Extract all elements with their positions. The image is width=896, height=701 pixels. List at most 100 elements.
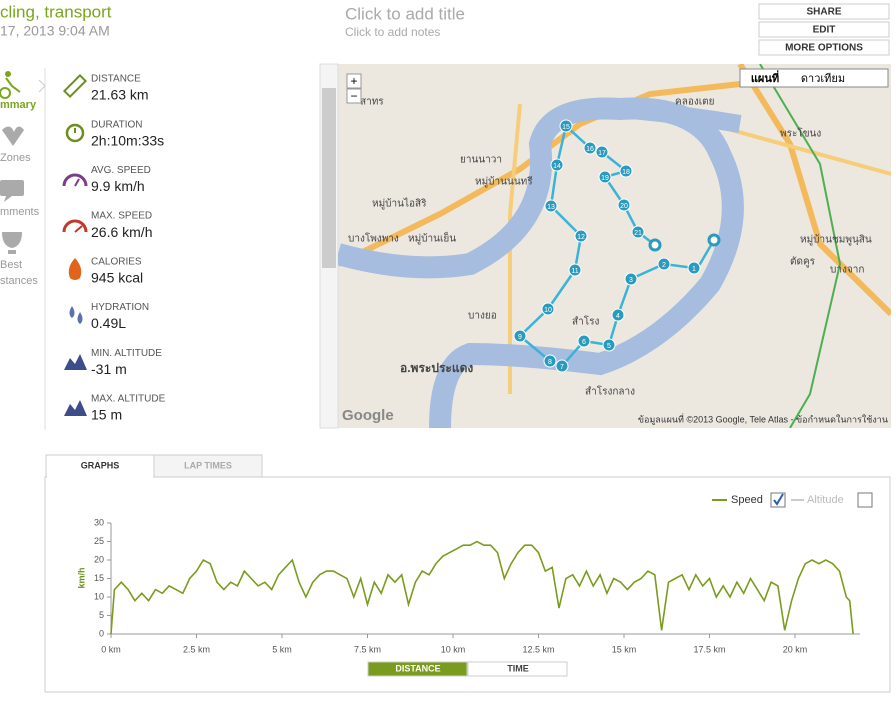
zoom-button[interactable]: [346, 88, 362, 104]
header-button[interactable]: [758, 21, 890, 38]
route-marker[interactable]: [687, 261, 701, 275]
route-marker[interactable]: [541, 302, 555, 316]
zoom-label[interactable]: +: [350, 74, 357, 88]
map-logo: Google: [342, 407, 394, 424]
map-place-label: บางยอ: [468, 311, 497, 322]
legend-label: Speed: [731, 494, 763, 506]
header-button-label[interactable]: MORE OPTIONS: [785, 43, 863, 54]
zoom-button[interactable]: [346, 73, 362, 89]
y-axis-label: km/h: [76, 567, 86, 588]
route-marker-label: 6: [582, 339, 586, 346]
map-type-button[interactable]: ดาวเทียม: [801, 72, 845, 85]
route-marker-label: 5: [607, 343, 611, 350]
axis-toggle[interactable]: [467, 661, 568, 677]
route-marker[interactable]: [611, 308, 625, 322]
route-marker-label: 16: [586, 146, 594, 153]
checkmark[interactable]: [773, 493, 784, 506]
map-type-button[interactable]: แผนที่: [751, 70, 779, 85]
nav-label[interactable]: Zones: [0, 152, 31, 164]
divider-arrow: [38, 79, 46, 93]
route-endpoint: [648, 238, 662, 252]
header-button[interactable]: [758, 3, 890, 20]
map-place-label: พระโขนง: [780, 127, 821, 140]
map-place-label: อ.พระประแดง: [400, 361, 473, 375]
route-marker[interactable]: [619, 164, 633, 178]
rail: [759, 64, 842, 428]
nav-label[interactable]: stances: [0, 275, 38, 287]
route-marker[interactable]: [631, 225, 645, 239]
map-type-box: [739, 68, 889, 88]
legend-checkbox[interactable]: [857, 492, 873, 508]
map-scroll-thumb[interactable]: [322, 88, 336, 268]
route-marker[interactable]: [657, 257, 671, 271]
route-marker-label: 15: [562, 124, 570, 131]
map-place-label: ยานนาวา: [460, 155, 502, 166]
route-marker[interactable]: [583, 141, 597, 155]
map-place-label: ตัดคูร: [790, 257, 816, 268]
route-marker[interactable]: [513, 329, 527, 343]
route-marker[interactable]: [559, 119, 573, 133]
route-marker[interactable]: [617, 198, 631, 212]
route-marker-label: 11: [571, 268, 578, 275]
header-button[interactable]: [758, 39, 890, 56]
river: [338, 97, 744, 428]
nav-label[interactable]: mmary: [0, 99, 37, 111]
x-tick-label: 2.5 km: [183, 644, 210, 654]
x-tick-label: 7.5 km: [354, 644, 381, 654]
header-button-label[interactable]: SHARE: [806, 7, 841, 18]
map-place-label: สำโรงกลาง: [585, 385, 635, 398]
route-marker[interactable]: [574, 229, 588, 243]
river: [619, 100, 742, 133]
road: [508, 103, 522, 394]
y-tick-label: 5: [99, 610, 104, 620]
route-marker[interactable]: [577, 334, 591, 348]
graph-tab-label[interactable]: LAP TIMES: [184, 460, 232, 470]
add-notes[interactable]: Click to add notes: [345, 25, 440, 39]
route-marker[interactable]: [550, 158, 564, 172]
road: [709, 122, 891, 176]
x-tick-label: 20 km: [783, 644, 808, 654]
route-marker[interactable]: [543, 354, 557, 368]
speed-line: [110, 540, 854, 635]
route-marker[interactable]: [544, 199, 558, 213]
graph-tab[interactable]: [153, 454, 263, 478]
route-marker-label: 14: [553, 163, 561, 170]
stat-label: HYDRATION: [91, 302, 149, 313]
map-place-label: หมู่บ้านชมพูนุสิน: [800, 234, 872, 246]
route-marker-label: 17: [598, 150, 606, 157]
route-marker[interactable]: [602, 338, 616, 352]
stat-value: 0.49L: [91, 315, 126, 331]
add-title[interactable]: Click to add title: [345, 4, 465, 23]
stat-label: AVG. SPEED: [91, 165, 151, 176]
road: [737, 64, 891, 317]
nav-label[interactable]: mments: [0, 206, 40, 218]
zoom-label[interactable]: −: [350, 89, 357, 103]
map-place-label: สาทร: [360, 97, 384, 108]
route-marker[interactable]: [598, 170, 612, 184]
route-marker-label: 8: [548, 359, 552, 366]
route-marker-label: 3: [629, 277, 633, 284]
route-marker[interactable]: [568, 263, 582, 277]
route-marker[interactable]: [555, 359, 569, 373]
stat-label: CALORIES: [91, 256, 142, 267]
stat-label: MAX. ALTITUDE: [91, 394, 166, 405]
route-marker[interactable]: [624, 272, 638, 286]
map-place-label: สำโรง: [572, 315, 599, 328]
x-tick-label: 15 km: [612, 644, 637, 654]
axis-toggle-label[interactable]: TIME: [507, 663, 529, 673]
nav-label[interactable]: Best: [0, 259, 22, 271]
header-button-label[interactable]: EDIT: [813, 25, 836, 36]
map-place-label: หมู่บ้านเย็น: [408, 231, 456, 245]
map-place-label: บางจาก: [830, 265, 864, 276]
axis-toggle[interactable]: [367, 661, 468, 677]
graph-tab-label[interactable]: GRAPHS: [81, 460, 120, 470]
y-tick-label: 10: [94, 591, 104, 601]
stat-icons: [62, 73, 88, 416]
map-copyright: ข้อมูลแผนที่ ©2013 Google, Tele Atlas - …: [638, 412, 888, 425]
stat-label: MAX. SPEED: [91, 211, 152, 222]
route-marker-label: 21: [634, 230, 642, 237]
route-marker[interactable]: [595, 145, 609, 159]
axis-toggle-label[interactable]: DISTANCE: [395, 663, 440, 673]
